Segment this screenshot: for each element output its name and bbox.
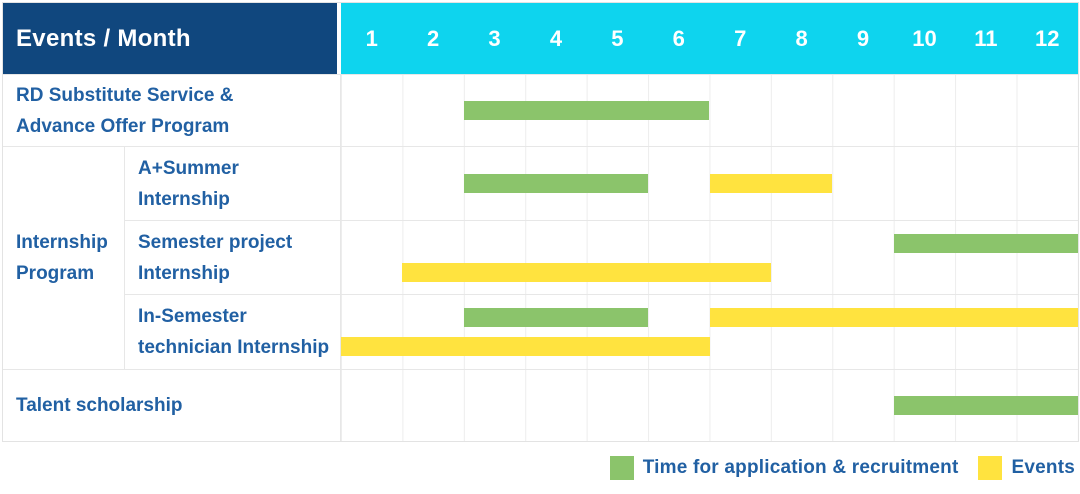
month-header-cell-9: 9: [832, 3, 894, 74]
month-header-cell-8: 8: [770, 3, 833, 74]
chart-row-semester-project-internship: [341, 220, 1078, 294]
legend-item-green: Time for application & recruitment: [609, 456, 959, 480]
chart-row-in-semester-technician-internship: [341, 294, 1078, 369]
month-header-cell-10: 10: [893, 3, 956, 74]
month-header-cell-1: 1: [341, 3, 403, 74]
month-header-cell-6: 6: [648, 3, 710, 74]
gantt-bar-yellow-months-7-12: [709, 308, 1078, 327]
chart-row-a-plus-summer-internship: [341, 146, 1078, 220]
chart-row-talent-scholarship: [341, 369, 1078, 441]
month-header-cell-11: 11: [955, 3, 1017, 74]
gantt-bar-green-months-10-12: [893, 396, 1078, 415]
month-header-cell-12: 12: [1016, 3, 1078, 74]
row-label-talent-scholarship: Talent scholarship: [3, 369, 341, 441]
group-label-internship-program: Internship Program: [3, 146, 125, 369]
gantt-bar-green-months-3-5: [463, 308, 649, 327]
legend-item-yellow: Events: [978, 456, 1075, 480]
row-label-rd-substitute-service: RD Substitute Service & Advance Offer Pr…: [3, 74, 341, 146]
month-header-cell-4: 4: [525, 3, 587, 74]
row-label-semester-project-internship: Semester project Internship: [125, 220, 341, 294]
legend-label-green: Time for application & recruitment: [642, 457, 959, 478]
row-label-in-semester-technician-internship: In-Semester technician Internship: [125, 294, 341, 369]
legend-swatch-yellow: [978, 456, 1003, 480]
chart-row-rd-substitute-service: [341, 74, 1078, 146]
legend-label-yellow: Events: [1011, 457, 1075, 478]
month-header-cell-7: 7: [709, 3, 771, 74]
gantt-bar-green-months-3-5: [463, 174, 649, 193]
month-header-cell-2: 2: [402, 3, 464, 74]
row-label-a-plus-summer-internship: A+Summer Internship: [125, 146, 341, 220]
month-header-cell-3: 3: [463, 3, 526, 74]
events-month-table: Events / Month 1 2 3 4 5 6 7 8 9 10 11 12 Internship…: [2, 2, 1079, 442]
gantt-bar-green-months-10-12: [893, 234, 1078, 253]
legend: Time for application & recruitment Events: [0, 456, 1075, 480]
gantt-bar-yellow-months-7-8: [709, 174, 833, 193]
table-header-corner: Events / Month: [3, 3, 341, 74]
gantt-bar-green-months-3-6: [463, 101, 710, 120]
legend-swatch-green: [609, 456, 634, 480]
month-header-cell-5: 5: [586, 3, 649, 74]
gantt-bar-yellow-months-2-7: [402, 263, 771, 282]
gantt-bar-yellow-months-1-6: [341, 337, 710, 356]
